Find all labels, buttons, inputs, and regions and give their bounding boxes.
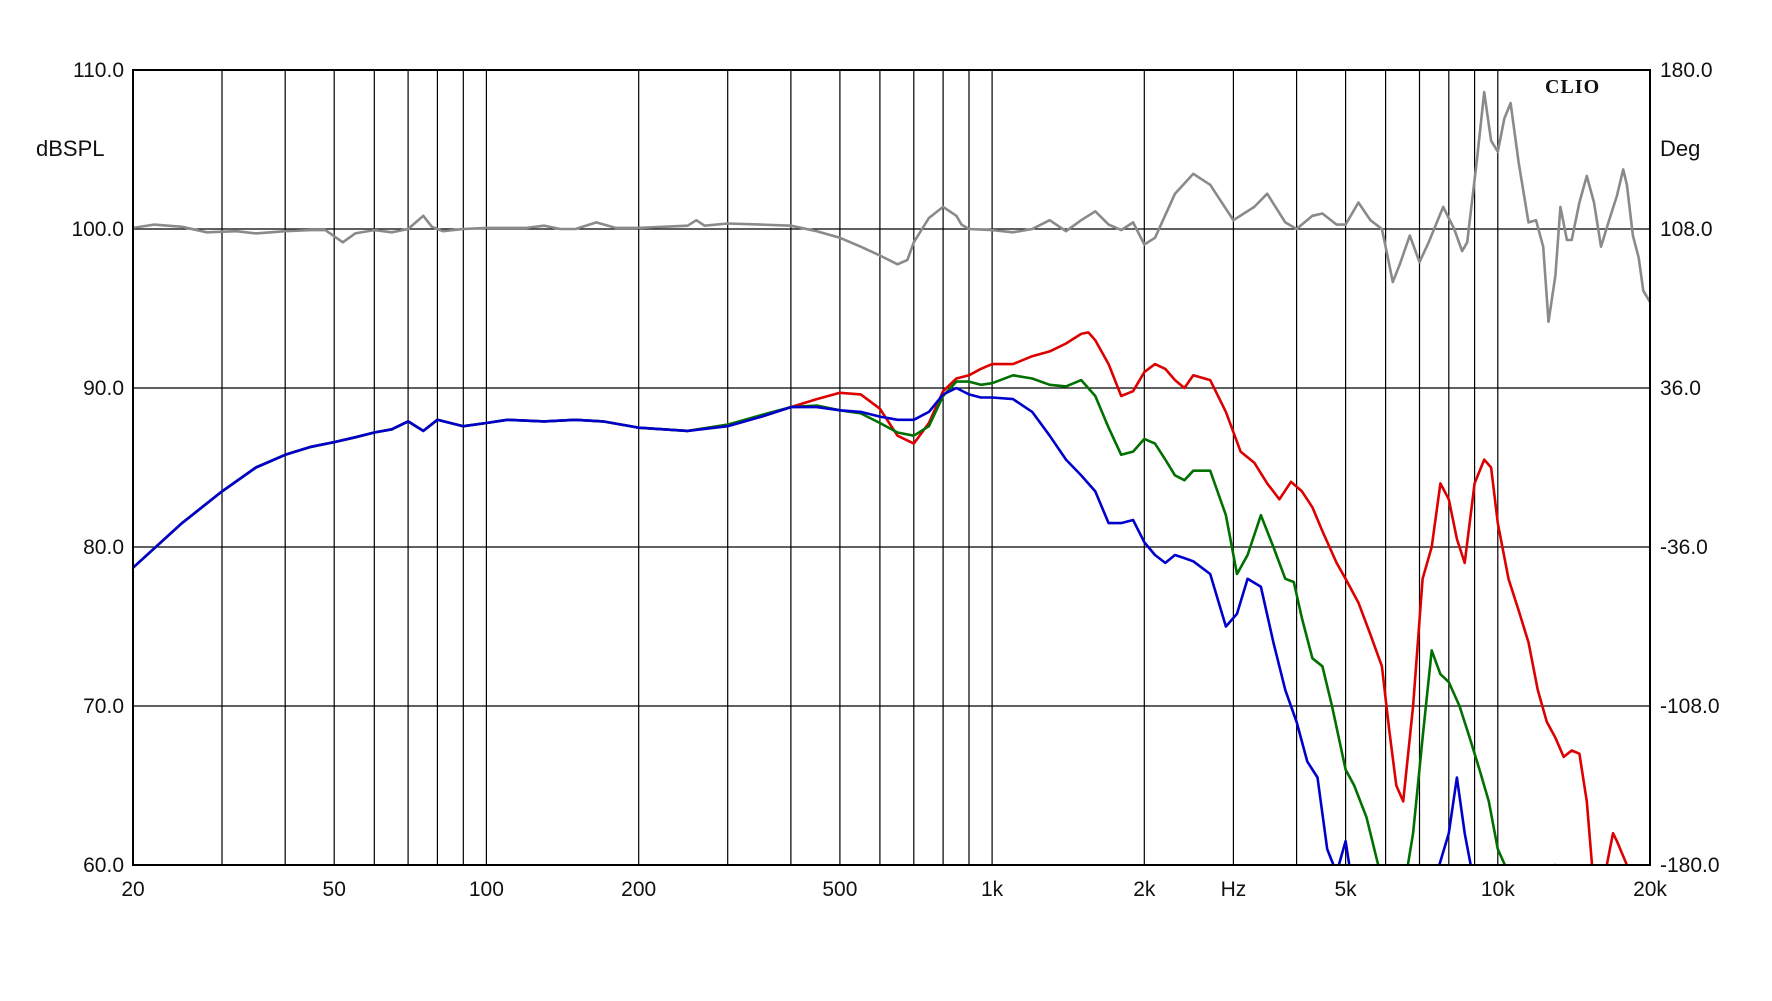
x-tick-label: 50: [323, 878, 346, 901]
grid: [133, 70, 1650, 865]
x-tick-label: 2k: [1133, 878, 1156, 901]
x-tick-label: 5k: [1335, 878, 1358, 901]
plot-frame: [132, 69, 1651, 866]
y-tick-label-right: -180.0: [1660, 854, 1720, 877]
x-tick-label: 500: [822, 878, 857, 901]
y-tick-label-left: 110.0: [73, 59, 124, 82]
y-tick-label-right: -108.0: [1660, 695, 1720, 718]
y-tick-label-left: 80.0: [83, 536, 124, 559]
ylabel-left: dBSPL: [36, 136, 105, 161]
y-tick-label-left: 70.0: [83, 695, 124, 718]
y-tick-label-right: 36.0: [1660, 377, 1701, 400]
x-tick-label: 200: [621, 878, 656, 901]
y-tick-label-left: 90.0: [83, 377, 124, 400]
series-group: [133, 90, 1650, 865]
x-tick-label: 10k: [1481, 878, 1515, 901]
y-tick-label-left: 100.0: [71, 218, 124, 241]
x-tick-label: 1k: [981, 878, 1004, 901]
axis-labels: 110.0 180.0 100.0 108.0 90.0 36.0 80.0 -36.0 70.…: [71, 59, 1719, 901]
x-tick-label: 20: [121, 878, 144, 901]
ylabel-right: Deg: [1660, 136, 1700, 161]
x-tick-label: 100: [469, 878, 504, 901]
x-axis-unit-label: Hz: [1221, 878, 1247, 901]
y-tick-label-right: -36.0: [1660, 536, 1708, 559]
y-tick-label-left: 60.0: [83, 854, 124, 877]
series-line-4: [133, 386, 1473, 865]
clio-watermark: CLIO: [1545, 76, 1600, 98]
y-tick-label-right: 108.0: [1660, 218, 1713, 241]
y-tick-label-right: 180.0: [1660, 59, 1713, 82]
x-tick-label: 20k: [1633, 878, 1667, 901]
series-line-1: [133, 90, 1650, 324]
